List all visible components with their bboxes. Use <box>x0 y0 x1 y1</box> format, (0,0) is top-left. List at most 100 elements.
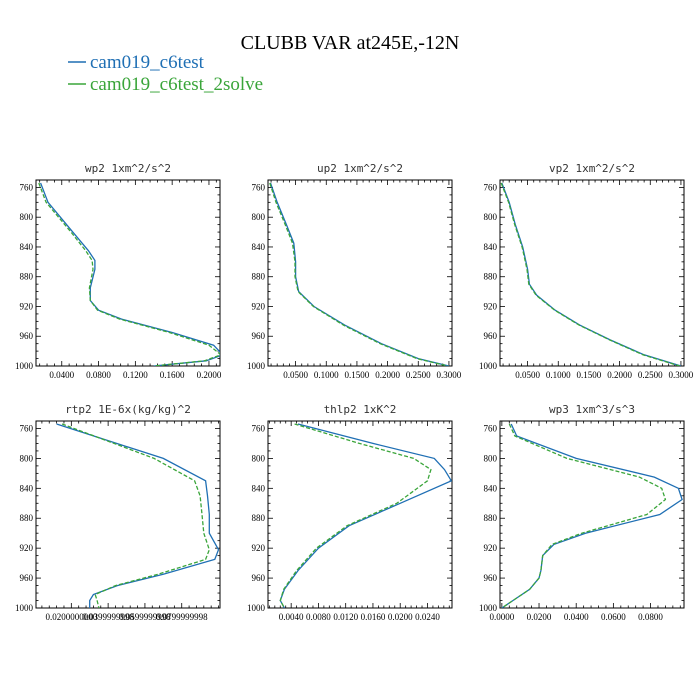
panel-2: up2 1xm^2/s^2 760 800 840 880 920 960 1000 0.050… <box>247 162 462 380</box>
y-tick-label: 880 <box>484 513 498 523</box>
x-tick-label: 0.0800 <box>638 612 663 622</box>
y-tick-label: 840 <box>20 242 34 252</box>
plot-frame <box>35 420 221 609</box>
panel-6: wp3 1xm^3/s^3 760 800 840 880 920 960 10000.000… <box>479 403 685 622</box>
y-tick-label: 840 <box>484 242 498 252</box>
x-tick-label: 0.0599999998 <box>119 612 171 622</box>
panels: wp2 1xm^2/s^2 760 800 840 880 920 960 1000 0.040… <box>15 162 694 622</box>
y-tick-label: 920 <box>20 301 34 311</box>
series-line-1 <box>501 182 682 366</box>
y-tick-label: 880 <box>484 272 498 282</box>
y-tick-label: 920 <box>484 301 498 311</box>
x-tick-label: 0.0500 <box>283 370 308 380</box>
y-tick-label: 760 <box>20 182 34 192</box>
x-tick-label: 0.0240 <box>415 612 440 622</box>
panel-1: wp2 1xm^2/s^2 760 800 840 880 920 960 1000 0.040… <box>15 162 222 380</box>
x-tick-label: 0.2500 <box>406 370 431 380</box>
x-tick-label: 0.0120 <box>333 612 358 622</box>
y-tick-label: 960 <box>252 331 266 341</box>
y-tick-label: 960 <box>20 573 34 583</box>
panel-title: rtp2 1E-6x(kg/kg)^2 <box>65 403 191 416</box>
x-tick-label: 0.1200 <box>123 370 148 380</box>
y-tick-label: 800 <box>20 212 34 222</box>
x-tick-label: 0.0000 <box>489 612 514 622</box>
x-tick-label: 0.0200000000 <box>45 612 97 622</box>
y-tick-label: 840 <box>20 483 34 493</box>
y-tick-label: 760 <box>20 423 34 433</box>
panel-3: vp2 1xm^2/s^2 760 800 840 880 920 960 1000 0.050… <box>479 162 694 380</box>
x-tick-label: 0.1600 <box>160 370 185 380</box>
plot-frame <box>267 179 453 367</box>
x-tick-label: 0.0400 <box>49 370 74 380</box>
x-tick-label: 0.2000 <box>607 370 632 380</box>
x-tick-label: 0.0400 <box>564 612 589 622</box>
y-tick-label: 800 <box>252 212 266 222</box>
y-tick-label: 840 <box>484 483 498 493</box>
y-tick-label: 920 <box>252 301 266 311</box>
panel-title: wp3 1xm^3/s^3 <box>549 403 635 416</box>
x-tick-label: 0.1500 <box>577 370 602 380</box>
y-tick-label: 960 <box>484 573 498 583</box>
x-tick-label: 0.0200 <box>527 612 552 622</box>
y-tick-label: 1000 <box>15 361 34 371</box>
y-tick-label: 760 <box>484 423 498 433</box>
series-line-2 <box>269 182 448 366</box>
plot-frame <box>499 420 685 609</box>
y-tick-label: 800 <box>484 453 498 463</box>
x-tick-label: 0.0160 <box>361 612 386 622</box>
plot-frame <box>499 179 685 367</box>
figure-title: CLUBB VAR at245E,-12N <box>241 32 460 54</box>
x-tick-label: 0.1000 <box>314 370 339 380</box>
series-line-2 <box>500 182 680 366</box>
y-tick-label: 880 <box>252 272 266 282</box>
legend-label-2: cam019_c6test_2solve <box>90 74 263 95</box>
y-tick-label: 760 <box>252 182 266 192</box>
y-tick-label: 880 <box>252 513 266 523</box>
x-tick-label: 0.0040 <box>279 612 304 622</box>
y-tick-label: 760 <box>484 182 498 192</box>
y-tick-label: 1000 <box>15 603 34 613</box>
panel-4: rtp2 1E-6x(kg/kg)^2 760 800 840 880 920 960 100… <box>15 403 221 622</box>
x-tick-label: 0.0200 <box>388 612 413 622</box>
x-tick-label: 0.0600 <box>601 612 626 622</box>
y-tick-label: 760 <box>252 423 266 433</box>
series-line-2 <box>61 423 210 608</box>
panel-title: wp2 1xm^2/s^2 <box>85 162 171 175</box>
x-tick-label: 0.2000 <box>197 370 222 380</box>
legend: cam019_c6test cam019_c6test_2solve <box>68 52 263 95</box>
x-tick-label: 0.1500 <box>345 370 370 380</box>
y-tick-label: 1000 <box>247 361 266 371</box>
y-tick-label: 920 <box>484 543 498 553</box>
x-tick-label: 0.0080 <box>306 612 331 622</box>
y-tick-label: 960 <box>484 331 498 341</box>
y-tick-label: 920 <box>20 543 34 553</box>
y-tick-label: 1000 <box>247 603 266 613</box>
x-tick-label: 0.3000 <box>669 370 694 380</box>
x-tick-label: 0.0800 <box>86 370 111 380</box>
series-line-2 <box>501 423 667 608</box>
y-tick-label: 800 <box>252 453 266 463</box>
x-tick-label: 0.1000 <box>546 370 571 380</box>
y-tick-label: 880 <box>20 513 34 523</box>
y-tick-label: 920 <box>252 543 266 553</box>
legend-label-1: cam019_c6test <box>90 52 205 73</box>
series-line-1 <box>269 182 450 366</box>
panel-title: thlp2 1xK^2 <box>324 403 397 416</box>
x-tick-label: 0.0399999998 <box>82 612 134 622</box>
series-line-1 <box>279 423 452 608</box>
x-tick-label: 0.2500 <box>638 370 663 380</box>
x-tick-label: 0.0500 <box>515 370 540 380</box>
series-line-1 <box>501 423 683 608</box>
y-tick-label: 840 <box>252 242 266 252</box>
series-line-2 <box>38 182 220 366</box>
y-tick-label: 840 <box>252 483 266 493</box>
series-line-2 <box>279 423 432 608</box>
panel-title: up2 1xm^2/s^2 <box>317 162 403 175</box>
plot-frame <box>267 420 453 609</box>
y-tick-label: 1000 <box>479 603 498 613</box>
y-tick-label: 880 <box>20 272 34 282</box>
series-line-1 <box>56 423 220 608</box>
y-tick-label: 800 <box>484 212 498 222</box>
